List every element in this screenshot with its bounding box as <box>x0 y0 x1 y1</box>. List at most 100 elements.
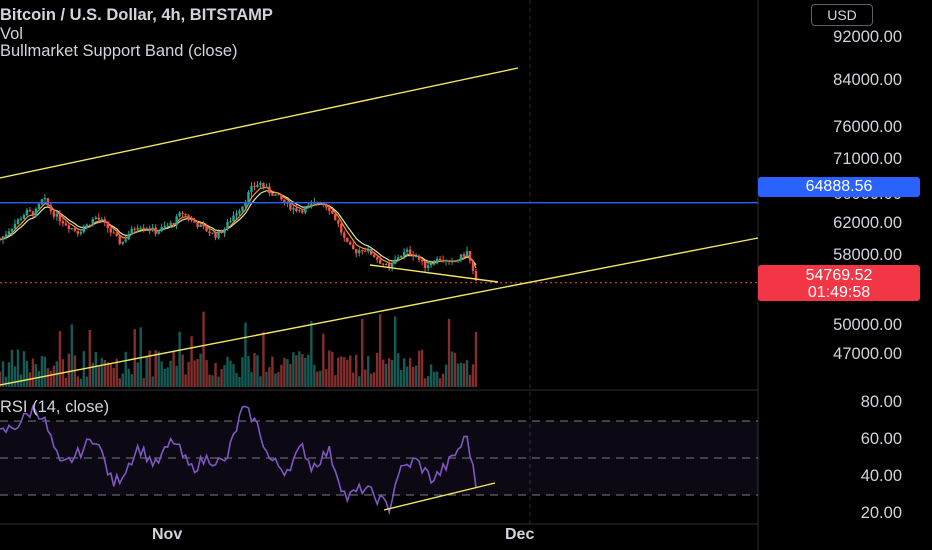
volume-bar <box>298 351 301 387</box>
candle-body <box>337 220 340 224</box>
candle-body <box>25 210 29 216</box>
volume-bar <box>358 376 361 387</box>
volume-bar <box>432 371 436 387</box>
volume-bar <box>115 358 118 387</box>
volume-bar <box>393 316 397 387</box>
volume-bar <box>396 353 400 387</box>
volume-bar <box>79 378 83 387</box>
volume-bar <box>238 376 241 387</box>
volume-bar <box>181 354 184 387</box>
candle-body <box>10 228 14 232</box>
volume-bar <box>411 366 415 387</box>
volume-bar <box>70 324 74 387</box>
volume-bar <box>256 355 259 387</box>
volume-bar <box>7 362 11 387</box>
candle-body <box>40 199 44 205</box>
volume-bar <box>223 365 226 387</box>
candle-body <box>208 231 211 234</box>
candle-body <box>187 215 190 220</box>
price-tick-label: 92000.00 <box>833 27 902 46</box>
candle-body <box>82 227 86 232</box>
volume-bar <box>232 364 235 387</box>
candle-body <box>277 194 280 196</box>
candle-body <box>334 213 337 221</box>
volume-bar <box>241 357 244 387</box>
rsi-tick-label: 20.00 <box>860 503 902 522</box>
currency-button[interactable]: USD <box>811 4 873 26</box>
volume-bar <box>25 360 29 387</box>
volume-bar <box>468 374 472 387</box>
volume-bar <box>381 359 385 387</box>
candle-body <box>235 213 238 216</box>
rsi-pane <box>0 404 758 516</box>
volume-bar <box>199 353 202 387</box>
candle-body <box>139 227 142 229</box>
volume-bar <box>88 329 92 387</box>
volume-bar <box>322 333 325 387</box>
candle-body <box>268 186 271 194</box>
candle-body <box>435 258 439 264</box>
candle-body <box>217 231 220 238</box>
candle-body <box>283 199 286 203</box>
candle-body <box>226 222 229 229</box>
candle-body <box>346 237 349 242</box>
candle-body <box>373 254 376 258</box>
support-band-ema <box>0 186 477 269</box>
volume-bar <box>31 358 35 387</box>
volume-bar <box>16 349 20 387</box>
candle-body <box>91 219 95 225</box>
candle-body <box>426 265 430 268</box>
candle-body <box>70 228 74 230</box>
candle-body <box>19 218 23 220</box>
candle-body <box>450 261 454 263</box>
candle-body <box>280 194 283 200</box>
candle-body <box>384 263 388 265</box>
volume-bar <box>163 368 166 387</box>
volume-bar <box>379 314 382 387</box>
candle-body <box>438 258 442 260</box>
volume-bar <box>196 358 199 387</box>
volume-bar <box>295 355 298 387</box>
volume-bar <box>157 351 160 387</box>
rsi-divergence-line <box>383 482 496 511</box>
candle-body <box>214 232 217 238</box>
candle-body <box>220 231 223 234</box>
candle-body <box>399 255 403 258</box>
candle-body <box>64 223 68 226</box>
volume-bar <box>325 369 328 387</box>
price-tick-label: 47000.00 <box>833 345 902 363</box>
candle-body <box>172 223 175 226</box>
candle-body <box>295 208 298 212</box>
candle-body <box>112 232 115 234</box>
volume-bar <box>220 369 223 387</box>
volume-bar <box>310 321 313 387</box>
volume-bar <box>265 371 268 387</box>
candle-body <box>0 239 2 241</box>
volume-bar <box>435 371 439 387</box>
candle-body <box>136 228 139 230</box>
candle-body <box>355 249 358 254</box>
volume-bar <box>85 376 89 387</box>
price-tick-label: 58000.00 <box>833 245 902 264</box>
candle-body <box>115 233 118 237</box>
volume-bar <box>226 356 229 387</box>
volume-bar <box>420 349 424 387</box>
candle-body <box>151 227 154 231</box>
candle-body <box>271 193 274 196</box>
volume-bar <box>91 362 95 387</box>
volume-bar <box>259 376 262 387</box>
volume-bar <box>307 354 310 387</box>
candle-body <box>232 215 235 222</box>
volume-bar <box>304 357 307 387</box>
candle-body <box>199 224 202 228</box>
candle-body <box>474 270 478 281</box>
volume-bar <box>286 359 289 387</box>
volume-bar <box>229 360 232 387</box>
volume-bar <box>175 365 178 387</box>
volume-bar <box>417 350 421 387</box>
volume-bar <box>376 352 379 387</box>
candle-body <box>130 228 133 235</box>
volume-bar <box>292 352 295 387</box>
volume-bar <box>247 356 250 387</box>
candle-body <box>67 225 71 229</box>
